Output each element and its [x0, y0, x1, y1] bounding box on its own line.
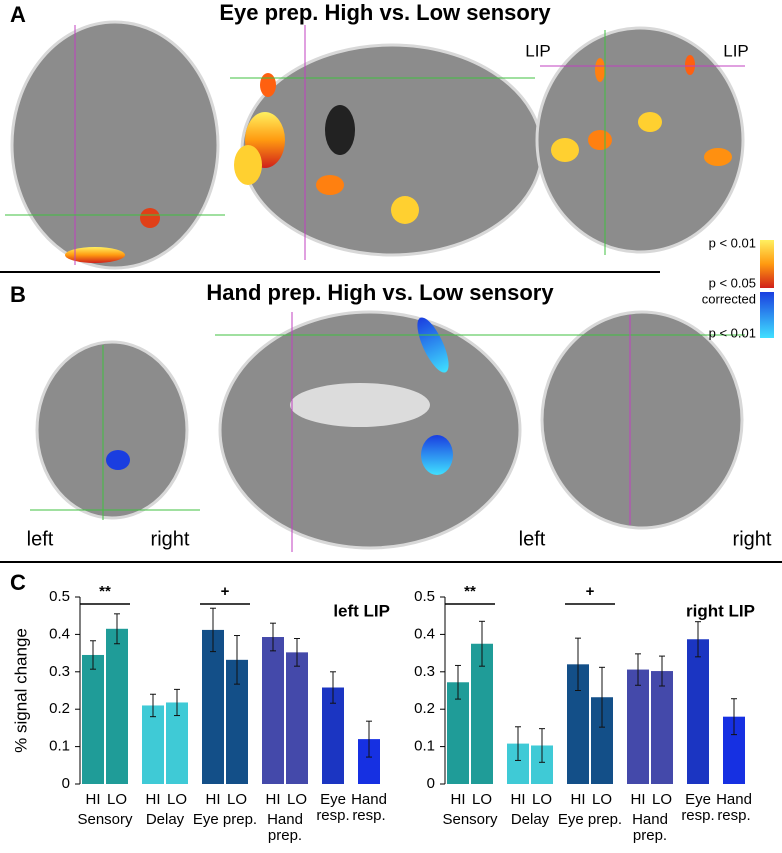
bar	[531, 745, 553, 784]
bar	[202, 629, 224, 784]
x-tick-label: LO	[592, 791, 612, 808]
bar	[723, 716, 745, 784]
legend-label: p < 0.01	[709, 235, 756, 250]
bar	[507, 743, 529, 784]
group-label: Eye prep.	[192, 812, 258, 828]
bar	[567, 664, 589, 784]
chart-title: left LIP	[333, 601, 390, 620]
x-tick-label: HI	[266, 791, 281, 808]
side-label: right	[151, 528, 190, 550]
bar	[142, 705, 164, 784]
group-label: Eye resp.	[316, 792, 350, 824]
side-label: right	[733, 528, 772, 550]
group-label-box: Eye prep.	[557, 812, 623, 828]
x-tick-label: LO	[227, 791, 247, 808]
y-tick-label: 0	[427, 775, 435, 792]
y-tick-label: 0.4	[49, 625, 70, 642]
activation-blobs	[65, 55, 732, 475]
side-label: left	[519, 528, 546, 550]
x-tick-label: LO	[167, 791, 187, 808]
bar	[591, 697, 613, 784]
x-tick-label: HI	[451, 791, 466, 808]
group-label-box: Sensory	[77, 812, 133, 828]
sig-marker: **	[464, 583, 476, 600]
bar	[471, 643, 493, 784]
bar	[226, 659, 248, 784]
panel-title: Eye prep. High vs. Low sensory	[219, 0, 551, 25]
colorbar-cold	[760, 292, 774, 338]
y-tick-label: 0	[62, 775, 70, 792]
y-tick-label: 0.3	[49, 663, 70, 680]
y-tick-label: 0.4	[414, 625, 435, 642]
group-label-box: Delay	[145, 812, 185, 828]
group-label: Delay	[510, 812, 550, 828]
bar	[322, 687, 344, 784]
x-tick-label: LO	[287, 791, 307, 808]
roi-label: LIP	[723, 41, 749, 60]
group-label: Eye resp.	[681, 792, 715, 824]
x-tick-label: HI	[511, 791, 526, 808]
group-label-box: Hand prep.	[267, 812, 303, 844]
group-label-box: Hand prep.	[632, 812, 668, 844]
bar	[447, 682, 469, 784]
sig-marker: +	[221, 583, 230, 600]
group-label-box: Sensory	[442, 812, 498, 828]
group-label: Hand prep.	[267, 812, 303, 844]
bar	[262, 637, 284, 784]
group-label-box: Eye prep.	[192, 812, 258, 828]
crosshairs	[5, 25, 745, 552]
y-tick-label: 0.3	[414, 663, 435, 680]
group-label: Sensory	[442, 812, 498, 828]
colorbar-hot	[760, 240, 774, 288]
group-label-box: Eye resp.	[681, 792, 715, 824]
sig-marker: **	[99, 583, 111, 600]
legend-label: p < 0.05	[709, 275, 756, 290]
y-tick-label: 0.1	[49, 738, 70, 755]
x-tick-label: HI	[631, 791, 646, 808]
group-label: Hand resp.	[351, 792, 387, 824]
group-label-box: Hand resp.	[716, 792, 752, 824]
panel-label: A	[10, 2, 26, 27]
x-tick-label: HI	[146, 791, 161, 808]
group-label: Hand resp.	[716, 792, 752, 824]
y-tick-label: 0.5	[49, 588, 70, 605]
group-label-box: Eye resp.	[316, 792, 350, 824]
bar	[358, 739, 380, 784]
y-tick-label: 0.2	[49, 700, 70, 717]
bar	[651, 671, 673, 784]
chart-title: right LIP	[686, 601, 755, 620]
side-label: left	[27, 528, 54, 550]
y-axis-label: % signal change	[11, 628, 30, 753]
bar	[286, 652, 308, 784]
y-tick-label: 0.5	[414, 588, 435, 605]
sig-marker: +	[586, 583, 595, 600]
x-tick-label: LO	[652, 791, 672, 808]
group-label: Eye prep.	[557, 812, 623, 828]
roi-label: LIP	[525, 41, 551, 60]
panel-label: B	[10, 282, 26, 307]
legend-label: corrected	[702, 291, 756, 306]
panel-title: Hand prep. High vs. Low sensory	[206, 280, 554, 305]
bar	[627, 669, 649, 784]
bar	[687, 639, 709, 784]
x-tick-label: LO	[472, 791, 492, 808]
legend-label: p < 0.01	[709, 325, 756, 340]
group-label: Sensory	[77, 812, 133, 828]
x-tick-label: HI	[86, 791, 101, 808]
bar	[82, 654, 104, 784]
group-label-box: Delay	[510, 812, 550, 828]
x-tick-label: HI	[206, 791, 221, 808]
x-tick-label: HI	[571, 791, 586, 808]
group-label: Hand prep.	[632, 812, 668, 844]
y-tick-label: 0.1	[414, 738, 435, 755]
y-tick-label: 0.2	[414, 700, 435, 717]
x-tick-label: LO	[532, 791, 552, 808]
x-tick-label: LO	[107, 791, 127, 808]
group-label: Delay	[145, 812, 185, 828]
group-label-box: Hand resp.	[351, 792, 387, 824]
panel-label: C	[10, 570, 26, 595]
bar	[106, 628, 128, 784]
bar	[166, 702, 188, 784]
